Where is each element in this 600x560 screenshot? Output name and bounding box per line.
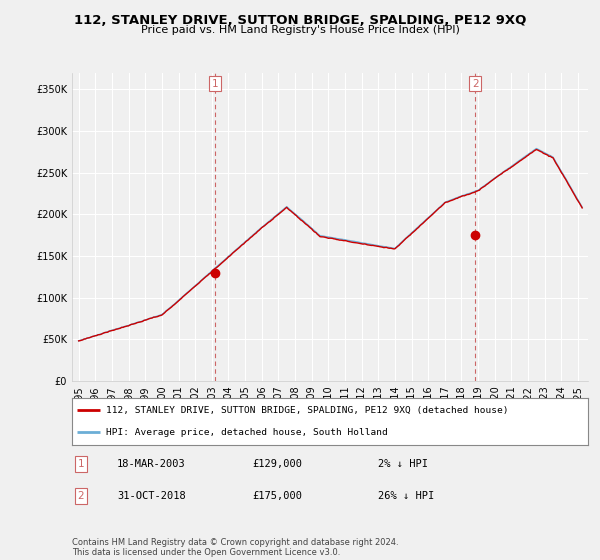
Text: 18-MAR-2003: 18-MAR-2003 (117, 459, 186, 469)
Text: HPI: Average price, detached house, South Holland: HPI: Average price, detached house, Sout… (106, 428, 387, 437)
Text: 31-OCT-2018: 31-OCT-2018 (117, 491, 186, 501)
Text: 2: 2 (472, 78, 479, 88)
Text: Contains HM Land Registry data © Crown copyright and database right 2024.
This d: Contains HM Land Registry data © Crown c… (72, 538, 398, 557)
Text: 112, STANLEY DRIVE, SUTTON BRIDGE, SPALDING, PE12 9XQ: 112, STANLEY DRIVE, SUTTON BRIDGE, SPALD… (74, 14, 526, 27)
Text: Price paid vs. HM Land Registry's House Price Index (HPI): Price paid vs. HM Land Registry's House … (140, 25, 460, 35)
Text: 26% ↓ HPI: 26% ↓ HPI (378, 491, 434, 501)
Text: £129,000: £129,000 (252, 459, 302, 469)
Text: £175,000: £175,000 (252, 491, 302, 501)
Text: 2% ↓ HPI: 2% ↓ HPI (378, 459, 428, 469)
Text: 2: 2 (77, 491, 85, 501)
Text: 112, STANLEY DRIVE, SUTTON BRIDGE, SPALDING, PE12 9XQ (detached house): 112, STANLEY DRIVE, SUTTON BRIDGE, SPALD… (106, 406, 508, 415)
Text: 1: 1 (77, 459, 85, 469)
Text: 1: 1 (212, 78, 218, 88)
